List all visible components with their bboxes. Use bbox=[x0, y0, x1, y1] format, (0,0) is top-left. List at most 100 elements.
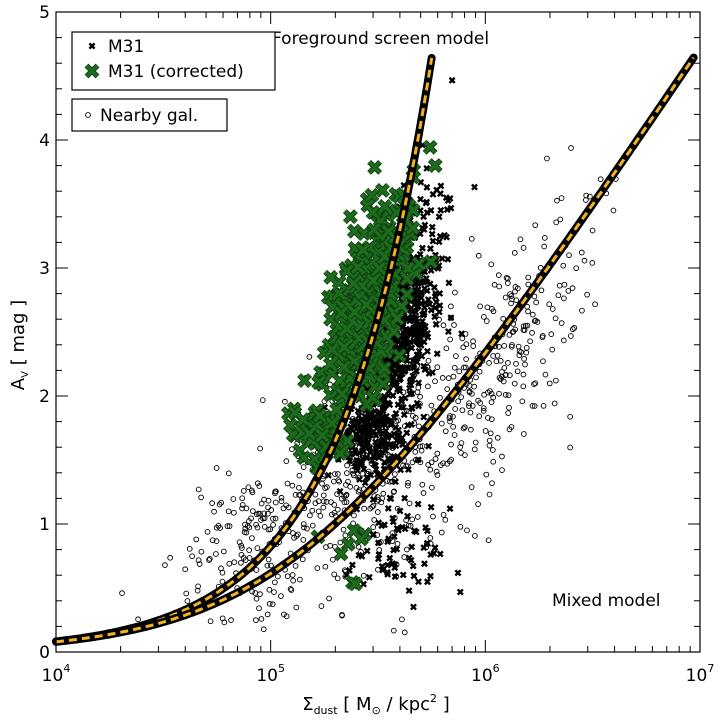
data-point bbox=[546, 301, 553, 308]
data-point bbox=[306, 354, 313, 360]
data-point bbox=[468, 426, 474, 433]
data-point bbox=[511, 380, 518, 387]
x-tick-label-base: 10 bbox=[256, 666, 278, 686]
data-point bbox=[367, 471, 375, 479]
data-point bbox=[432, 320, 440, 328]
data-point bbox=[501, 365, 508, 371]
data-point bbox=[374, 509, 381, 515]
data-point bbox=[317, 513, 324, 519]
data-point bbox=[283, 613, 290, 620]
data-point bbox=[408, 543, 416, 551]
data-point bbox=[497, 357, 504, 364]
data-point bbox=[501, 343, 508, 349]
data-point bbox=[451, 364, 458, 371]
data-point bbox=[225, 470, 232, 477]
data-point bbox=[411, 307, 419, 315]
data-point bbox=[374, 494, 381, 500]
data-point bbox=[496, 374, 503, 381]
data-point bbox=[390, 311, 404, 326]
data-point bbox=[278, 494, 285, 501]
legend-marker-m31-corrected-shape bbox=[85, 64, 99, 78]
data-point bbox=[365, 390, 380, 405]
data-point bbox=[358, 552, 366, 560]
data-point bbox=[380, 438, 388, 446]
data-point bbox=[224, 523, 231, 530]
data-point bbox=[296, 472, 303, 479]
data-point bbox=[380, 399, 388, 407]
data-point bbox=[390, 627, 397, 634]
data-point bbox=[568, 333, 574, 339]
data-point bbox=[219, 578, 226, 585]
data-point bbox=[209, 500, 215, 507]
data-point bbox=[505, 410, 511, 416]
data-point bbox=[444, 328, 452, 336]
data-point bbox=[327, 381, 333, 388]
data-point bbox=[561, 281, 568, 288]
data-point bbox=[399, 403, 407, 411]
data-point bbox=[502, 391, 509, 398]
data-point bbox=[334, 575, 341, 582]
data-point bbox=[486, 491, 493, 498]
data-point bbox=[323, 357, 338, 371]
data-point bbox=[283, 458, 290, 464]
data-point bbox=[258, 616, 265, 622]
data-point bbox=[546, 380, 553, 387]
data-point bbox=[556, 282, 563, 289]
data-point bbox=[466, 389, 473, 396]
data-point bbox=[335, 387, 349, 401]
data-point bbox=[351, 260, 365, 274]
data-point bbox=[311, 375, 326, 390]
data-point bbox=[432, 298, 440, 306]
data-point bbox=[521, 431, 527, 437]
data-point bbox=[520, 323, 527, 330]
data-point bbox=[420, 490, 427, 496]
data-point bbox=[397, 466, 405, 474]
data-point bbox=[470, 338, 476, 345]
data-point bbox=[436, 232, 444, 240]
data-point bbox=[319, 480, 325, 487]
data-point bbox=[409, 516, 416, 523]
data-point bbox=[507, 291, 513, 297]
data-point bbox=[405, 482, 411, 489]
data-point bbox=[520, 383, 527, 390]
data-point bbox=[444, 255, 452, 263]
data-point bbox=[375, 454, 383, 461]
data-point bbox=[466, 400, 472, 407]
data-point bbox=[324, 471, 332, 479]
data-point bbox=[249, 508, 256, 514]
data-point bbox=[240, 487, 247, 494]
y-tick-label: 3 bbox=[39, 259, 50, 279]
data-point bbox=[337, 340, 351, 354]
data-point bbox=[238, 551, 245, 558]
data-point bbox=[531, 403, 538, 409]
data-point bbox=[354, 467, 361, 475]
data-point bbox=[447, 314, 455, 322]
data-point bbox=[162, 562, 168, 569]
data-point bbox=[488, 399, 495, 406]
data-point bbox=[419, 244, 426, 252]
data-point bbox=[304, 525, 310, 532]
data-point bbox=[272, 490, 278, 497]
data-point bbox=[346, 276, 361, 291]
data-point bbox=[343, 209, 358, 224]
data-point bbox=[393, 378, 401, 386]
data-point bbox=[390, 414, 398, 421]
data-point bbox=[348, 417, 356, 425]
data-point bbox=[297, 373, 312, 388]
data-point bbox=[428, 223, 436, 231]
data-point bbox=[540, 358, 546, 365]
data-point bbox=[375, 427, 383, 435]
data-point bbox=[337, 360, 351, 374]
data-point bbox=[487, 430, 494, 437]
data-point bbox=[538, 287, 545, 294]
data-point bbox=[248, 487, 255, 494]
data-point bbox=[390, 533, 398, 541]
data-point bbox=[309, 522, 316, 529]
data-point bbox=[372, 462, 380, 469]
data-point bbox=[312, 491, 319, 498]
data-point bbox=[427, 572, 434, 580]
data-point bbox=[414, 500, 422, 508]
data-point bbox=[384, 478, 391, 484]
data-point bbox=[367, 505, 374, 512]
data-point bbox=[293, 533, 300, 539]
